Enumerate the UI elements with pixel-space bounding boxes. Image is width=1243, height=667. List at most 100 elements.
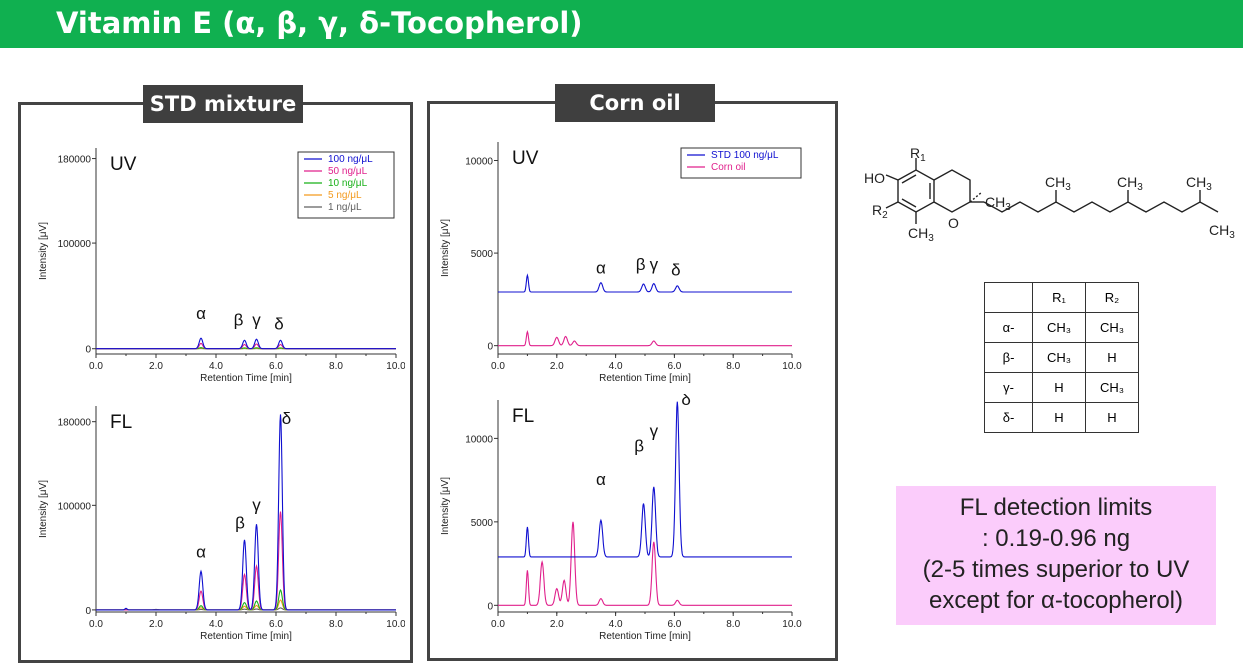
- table-row: α- CH₃ CH₃: [984, 312, 1139, 343]
- corn-fl-chromatogram: 0.0 2.0 4.0 6.0 8.0 10.0 0 5000 10000 Retention T…: [440, 394, 802, 642]
- y-tick-label: 10000: [465, 157, 493, 168]
- peak-label: δ: [274, 315, 283, 334]
- x-tick-label: 2.0: [550, 619, 564, 630]
- note-line: except for α-tocopherol): [929, 587, 1183, 614]
- y-tick-label: 5000: [471, 249, 494, 260]
- x-tick-label: 4.0: [209, 361, 223, 372]
- x-tick-label: 8.0: [329, 361, 343, 372]
- title-banner: Vitamin E (α, β, γ, δ-Tocopherol): [0, 0, 1243, 48]
- peak-label: β: [634, 437, 644, 456]
- y-axis-label: Intensity [μV]: [38, 222, 49, 280]
- y-tick-label: 0: [487, 601, 493, 612]
- x-tick-label: 6.0: [667, 361, 681, 372]
- peak-label: γ: [650, 255, 659, 274]
- legend-label: 100 ng/μL: [328, 154, 373, 165]
- y-tick-label: 180000: [58, 418, 92, 429]
- note-line: FL detection limits: [959, 494, 1153, 521]
- legend-label: 1 ng/μL: [328, 202, 362, 213]
- oxygen-label: O: [948, 215, 959, 231]
- x-tick-label: 2.0: [550, 361, 564, 372]
- y-tick-label: 100000: [58, 501, 92, 512]
- x-tick-label: 0.0: [89, 361, 103, 372]
- table-header: R₂: [1085, 282, 1139, 313]
- peak-label: α: [596, 470, 606, 489]
- x-tick-label: 8.0: [329, 619, 343, 630]
- x-tick-label: 8.0: [726, 619, 740, 630]
- x-tick-label: 10.0: [782, 619, 802, 630]
- chart-title: FL: [110, 412, 132, 433]
- std-fl-chromatogram: 0.0 2.0 4.0 6.0 8.0 10.0 0 100000 180000 Retentio…: [38, 406, 405, 642]
- x-tick-label: 6.0: [269, 619, 283, 630]
- y-tick-label: 0: [487, 342, 493, 353]
- substituent-table: R₁ R₂ α- CH₃ CH₃ β- CH₃ H γ- H CH₃ δ- H …: [984, 282, 1139, 433]
- table-cell: γ-: [984, 372, 1033, 403]
- x-tick-label: 6.0: [269, 361, 283, 372]
- table-cell: β-: [984, 342, 1033, 373]
- y-tick-label: 10000: [465, 434, 493, 445]
- corn-oil-panel: [427, 101, 838, 661]
- x-tick-label: 4.0: [209, 619, 223, 630]
- table-cell: H: [1032, 372, 1086, 403]
- table-header-row: R₁ R₂: [984, 282, 1139, 313]
- legend-label: 50 ng/μL: [328, 166, 368, 177]
- page-title: Vitamin E (α, β, γ, δ-Tocopherol): [56, 6, 583, 40]
- x-tick-label: 10.0: [386, 619, 405, 630]
- chart-title: UV: [512, 148, 539, 169]
- chart-title: FL: [512, 406, 534, 427]
- peak-label: β: [636, 255, 646, 274]
- x-tick-label: 10.0: [782, 361, 802, 372]
- peak-label: δ: [282, 409, 291, 428]
- y-axis-label: Intensity [μV]: [440, 219, 451, 277]
- table-row: δ- H H: [984, 402, 1139, 433]
- table-cell: H: [1032, 402, 1086, 433]
- series-line: [96, 337, 396, 350]
- peak-label: γ: [650, 422, 659, 441]
- series-line: [96, 414, 396, 611]
- peak-label: δ: [671, 260, 680, 279]
- methyl-12-label: CH3: [1186, 174, 1212, 193]
- peak-label: α: [596, 258, 606, 277]
- x-tick-label: 0.0: [491, 361, 505, 372]
- x-tick-label: 8.0: [726, 361, 740, 372]
- y-tick-label: 5000: [471, 518, 494, 529]
- series-line: [498, 521, 792, 606]
- std-uv-chromatogram: 0.0 2.0 4.0 6.0 8.0 10.0 0 100000 180000 Retentio…: [38, 148, 405, 384]
- methyl-8-label: CH3: [908, 225, 934, 244]
- x-tick-label: 4.0: [609, 619, 623, 630]
- x-tick-label: 4.0: [609, 361, 623, 372]
- peak-label: δ: [681, 394, 690, 409]
- note-line: (2-5 times superior to UV: [922, 556, 1190, 583]
- peak-label: α: [196, 304, 206, 323]
- table-cell: H: [1085, 402, 1139, 433]
- r2-label: R2: [872, 202, 888, 221]
- tocopherol-structure: R1 HO R2 CH3 CH3 CH3 CH3 CH3 CH3 O: [864, 145, 1235, 244]
- x-axis-label: Retention Time [min]: [599, 373, 691, 384]
- y-tick-label: 180000: [58, 155, 92, 166]
- peak-label: α: [196, 543, 206, 562]
- table-cell: CH₃: [1085, 312, 1139, 343]
- x-tick-label: 0.0: [89, 619, 103, 630]
- corn-oil-tag: Corn oil: [555, 84, 715, 122]
- table-header: [984, 282, 1033, 313]
- ho-label: HO: [864, 170, 885, 186]
- table-cell: CH₃: [1085, 372, 1139, 403]
- x-tick-label: 10.0: [386, 361, 405, 372]
- x-tick-label: 2.0: [149, 361, 163, 372]
- x-axis-label: Retention Time [min]: [200, 373, 292, 384]
- y-axis-label: Intensity [μV]: [38, 480, 49, 538]
- legend-label: 5 ng/μL: [328, 190, 362, 201]
- peak-label: γ: [252, 310, 261, 329]
- x-axis-label: Retention Time [min]: [599, 631, 691, 642]
- detection-limits-note: FL detection limits : 0.19-0.96 ng (2-5 …: [896, 486, 1216, 625]
- series-line: [498, 330, 792, 347]
- chart-title: UV: [110, 154, 137, 175]
- y-tick-label: 0: [85, 606, 91, 617]
- methyl-4-label: CH3: [1045, 174, 1071, 193]
- std-mixture-tag: STD mixture: [143, 85, 303, 123]
- table-cell: H: [1085, 342, 1139, 373]
- table-cell: CH₃: [1032, 312, 1086, 343]
- x-tick-label: 2.0: [149, 619, 163, 630]
- y-tick-label: 0: [85, 345, 91, 356]
- peak-label: β: [235, 513, 245, 532]
- series-line: [498, 401, 792, 558]
